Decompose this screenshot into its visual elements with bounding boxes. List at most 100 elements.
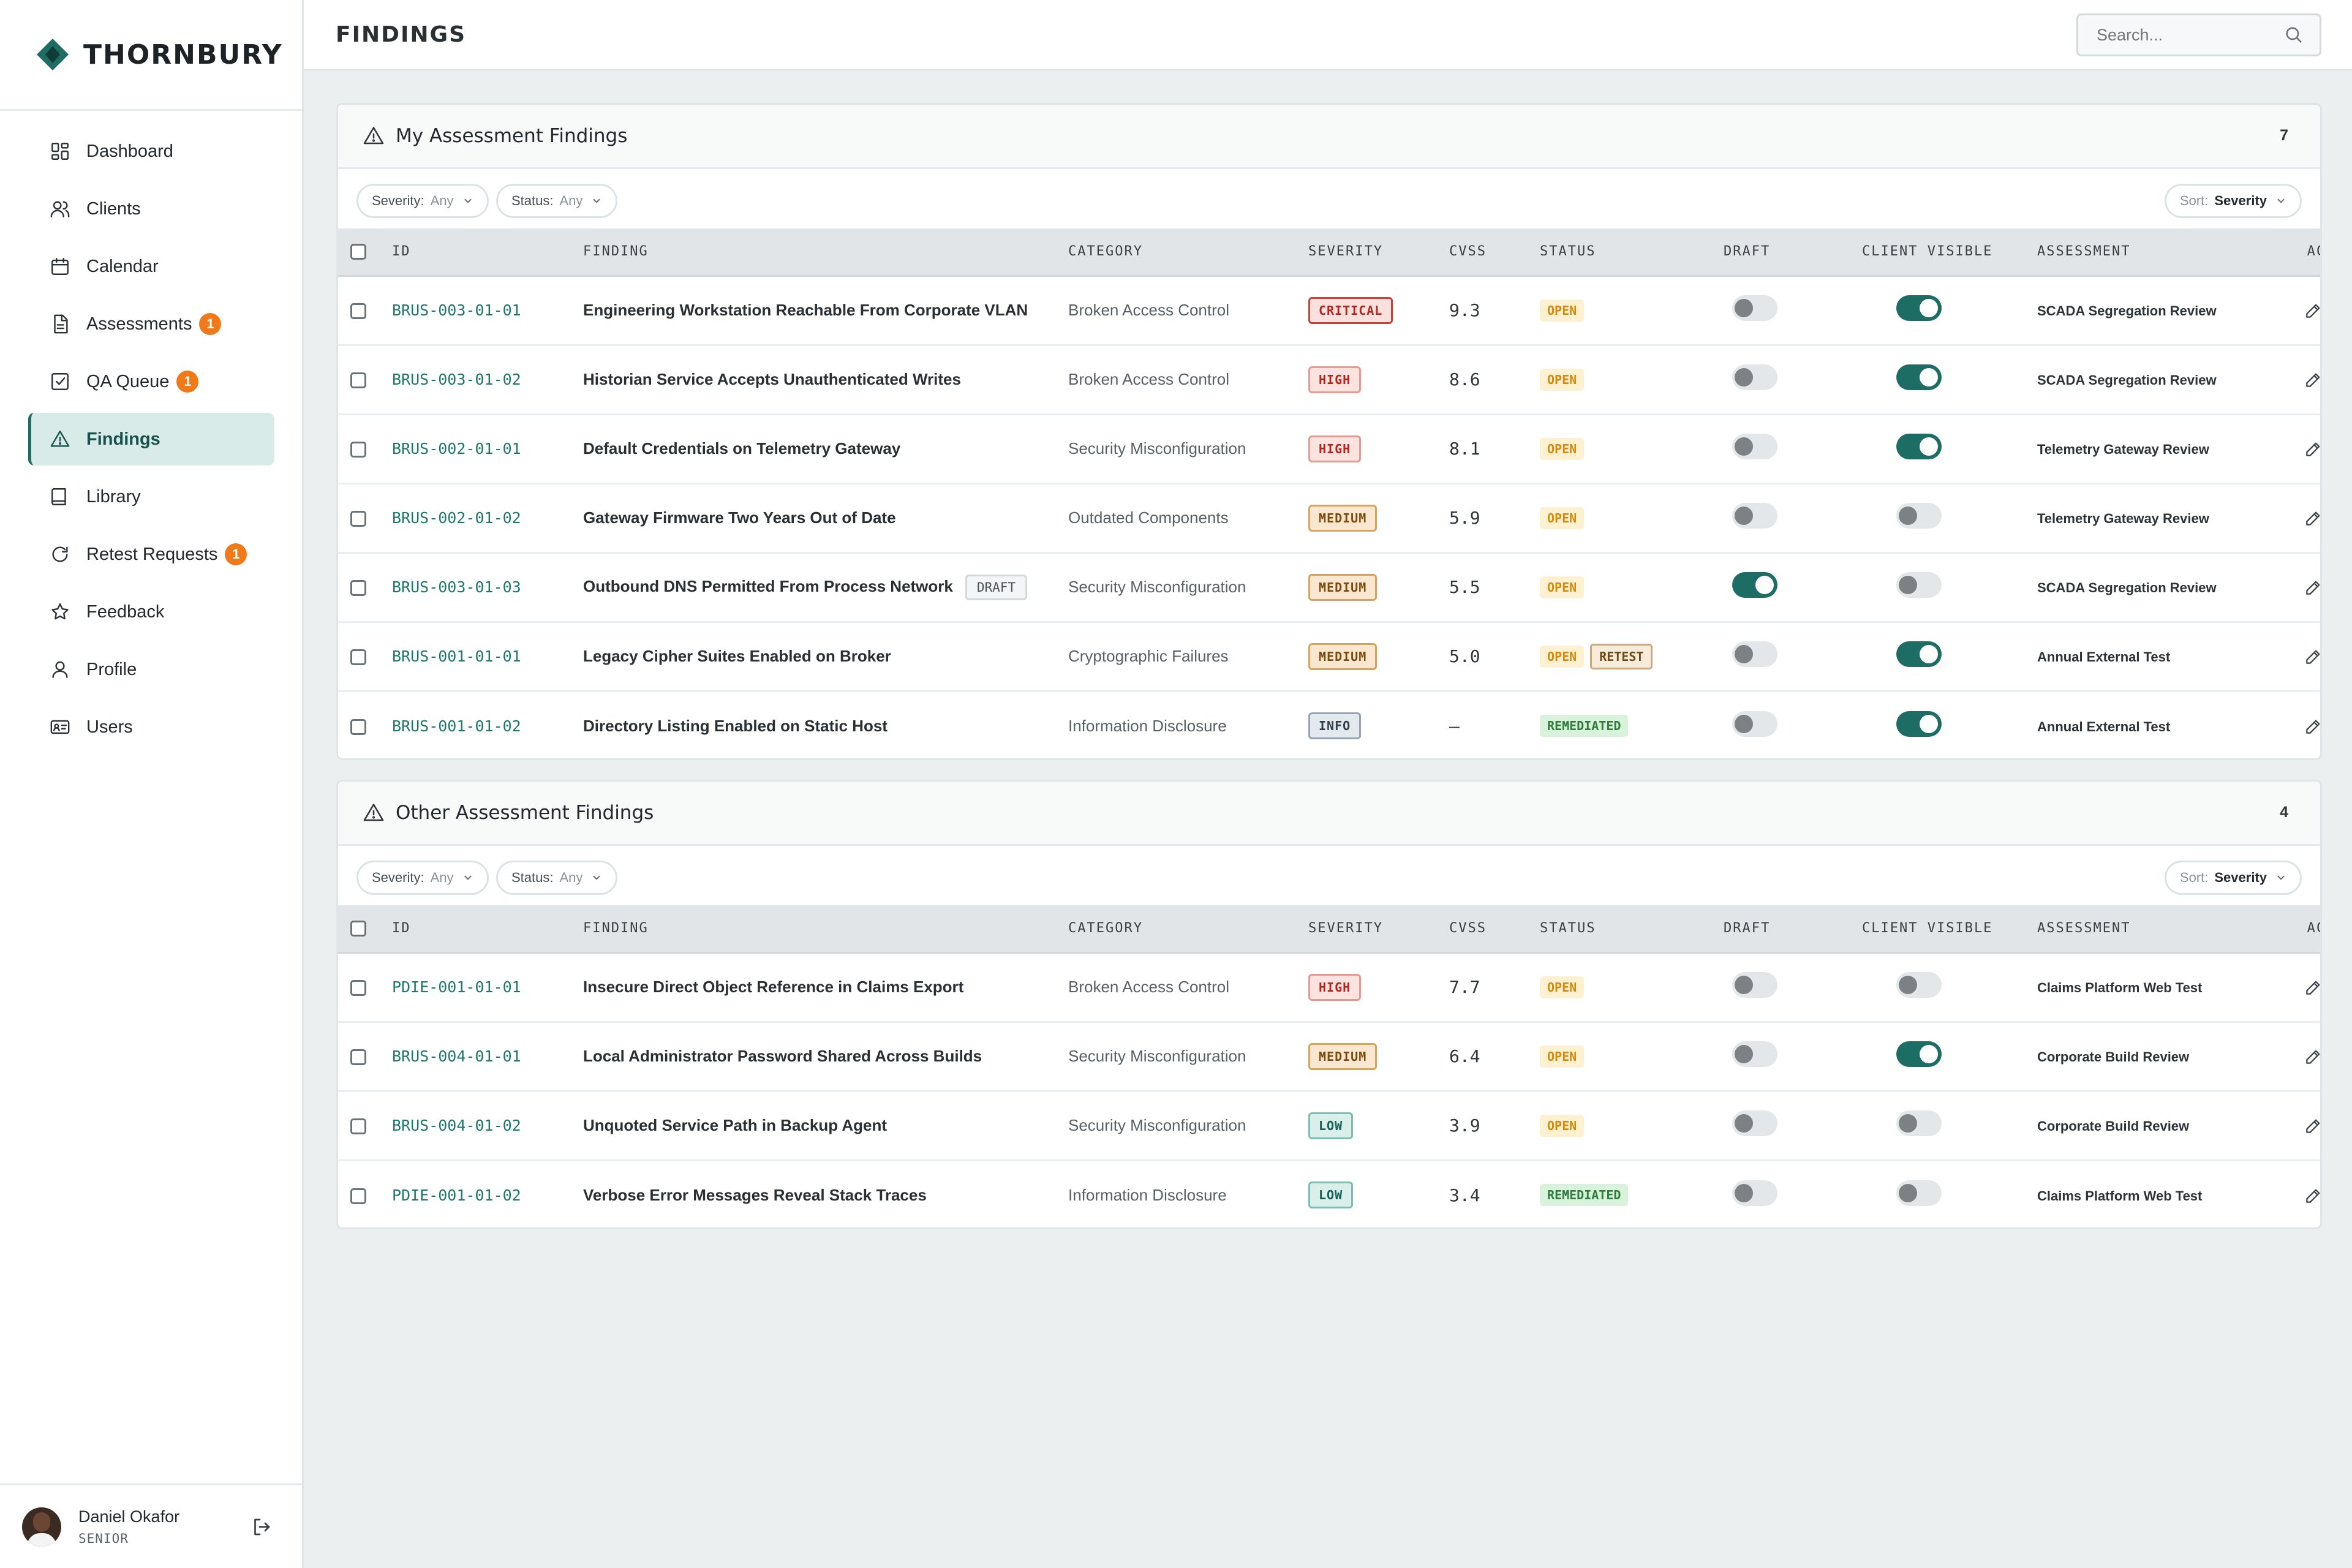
- column-header[interactable]: ID: [392, 905, 583, 954]
- column-header[interactable]: STATUS: [1540, 228, 1724, 277]
- assessment-name[interactable]: Annual External Test: [2037, 649, 2171, 665]
- finding-id-link[interactable]: BRUS-004-01-01: [392, 1047, 521, 1065]
- client-visible-toggle[interactable]: [1896, 434, 1942, 459]
- column-header[interactable]: CLIENT VISIBLE: [1862, 228, 2037, 277]
- search-icon[interactable]: [2283, 24, 2304, 45]
- column-header[interactable]: CVSS: [1449, 228, 1540, 277]
- draft-toggle[interactable]: [1732, 434, 1777, 459]
- finding-id-link[interactable]: PDIE-001-01-01: [392, 978, 521, 996]
- severity-filter[interactable]: Severity: Any: [356, 861, 489, 895]
- client-visible-toggle[interactable]: [1896, 364, 1942, 390]
- edit-icon[interactable]: [2304, 439, 2322, 459]
- finding-title[interactable]: Verbose Error Messages Reveal Stack Trac…: [583, 1185, 927, 1204]
- row-checkbox[interactable]: [350, 303, 366, 320]
- finding-id-link[interactable]: BRUS-002-01-02: [392, 509, 521, 527]
- avatar[interactable]: [22, 1507, 61, 1547]
- assessment-name[interactable]: Claims Platform Web Test: [2037, 1188, 2203, 1204]
- select-all-checkbox[interactable]: [350, 920, 366, 937]
- column-header[interactable]: ASSESSMENT: [2037, 228, 2294, 277]
- table-row[interactable]: BRUS-001-01-01 Legacy Cipher Suites Enabl…: [338, 622, 2320, 691]
- sidebar-item-library[interactable]: Library: [28, 470, 274, 523]
- assessment-name[interactable]: SCADA Segregation Review: [2037, 303, 2217, 318]
- draft-toggle[interactable]: [1732, 1041, 1777, 1067]
- client-visible-toggle[interactable]: [1896, 295, 1942, 321]
- edit-icon[interactable]: [2304, 1047, 2322, 1066]
- finding-title[interactable]: Engineering Workstation Reachable From C…: [583, 301, 1028, 319]
- status-filter[interactable]: Status: Any: [496, 184, 618, 218]
- finding-id-link[interactable]: BRUS-003-01-03: [392, 578, 521, 596]
- finding-id-link[interactable]: BRUS-003-01-02: [392, 371, 521, 388]
- sidebar-item-dashboard[interactable]: Dashboard: [28, 125, 274, 178]
- edit-icon[interactable]: [2304, 370, 2322, 390]
- column-header[interactable]: FINDING: [583, 228, 1068, 277]
- column-header[interactable]: CVSS: [1449, 905, 1540, 954]
- column-header[interactable]: CATEGORY: [1068, 905, 1308, 954]
- select-all-checkbox[interactable]: [350, 243, 366, 260]
- row-checkbox[interactable]: [350, 1049, 366, 1066]
- finding-title[interactable]: Outbound DNS Permitted From Process Netw…: [583, 576, 953, 595]
- row-checkbox[interactable]: [350, 718, 366, 735]
- table-row[interactable]: BRUS-001-01-02 Directory Listing Enabled …: [338, 691, 2322, 758]
- sidebar-item-findings[interactable]: Findings: [28, 413, 274, 466]
- edit-icon[interactable]: [2304, 1186, 2322, 1205]
- search-input[interactable]: [2076, 13, 2321, 56]
- row-checkbox[interactable]: [350, 1188, 366, 1204]
- sidebar-item-feedback[interactable]: Feedback: [28, 586, 274, 638]
- row-checkbox[interactable]: [350, 580, 366, 597]
- table-row[interactable]: BRUS-004-01-02 Unquoted Service Path in B…: [338, 1091, 2320, 1160]
- assessment-name[interactable]: Telemetry Gateway Review: [2037, 511, 2209, 526]
- assessment-name[interactable]: Telemetry Gateway Review: [2037, 442, 2209, 457]
- column-header[interactable]: CATEGORY: [1068, 228, 1308, 277]
- finding-id-link[interactable]: PDIE-001-01-02: [392, 1186, 521, 1204]
- draft-toggle[interactable]: [1732, 1180, 1777, 1206]
- row-checkbox[interactable]: [350, 442, 366, 458]
- draft-toggle[interactable]: [1732, 572, 1777, 598]
- sidebar-item-users[interactable]: Users: [28, 701, 274, 753]
- sidebar-item-clients[interactable]: Clients: [28, 183, 274, 235]
- edit-icon[interactable]: [2304, 717, 2322, 736]
- edit-icon[interactable]: [2304, 978, 2322, 997]
- severity-filter[interactable]: Severity: Any: [356, 184, 489, 218]
- brand[interactable]: THORNBURY: [0, 0, 302, 111]
- sort-select[interactable]: Sort: Severity: [2164, 861, 2302, 895]
- table-row[interactable]: BRUS-003-01-03 Outbound DNS Permitted Fro…: [338, 552, 2322, 622]
- row-checkbox[interactable]: [350, 511, 366, 527]
- client-visible-toggle[interactable]: [1896, 572, 1942, 598]
- column-header[interactable]: STATUS: [1540, 905, 1724, 954]
- assessment-name[interactable]: Corporate Build Review: [2037, 1118, 2190, 1134]
- assessment-name[interactable]: Corporate Build Review: [2037, 1049, 2190, 1065]
- edit-icon[interactable]: [2304, 301, 2322, 320]
- draft-toggle[interactable]: [1732, 295, 1777, 321]
- client-visible-toggle[interactable]: [1896, 1110, 1942, 1136]
- edit-icon[interactable]: [2304, 578, 2322, 597]
- finding-id-link[interactable]: BRUS-001-01-01: [392, 647, 521, 665]
- finding-title[interactable]: Local Administrator Password Shared Acro…: [583, 1047, 982, 1065]
- sidebar-item-qa-queue[interactable]: QA Queue 1: [28, 355, 274, 408]
- edit-icon[interactable]: [2304, 508, 2322, 528]
- logout-icon[interactable]: [251, 1516, 273, 1538]
- row-checkbox[interactable]: [350, 980, 366, 997]
- client-visible-toggle[interactable]: [1896, 710, 1942, 737]
- row-checkbox[interactable]: [350, 1118, 366, 1135]
- finding-id-link[interactable]: BRUS-002-01-01: [392, 440, 521, 458]
- column-header[interactable]: SEVERITY: [1308, 228, 1449, 277]
- column-header[interactable]: ASSESSMENT: [2037, 905, 2294, 954]
- client-visible-toggle[interactable]: [1896, 641, 1942, 667]
- finding-title[interactable]: Default Credentials on Telemetry Gateway: [583, 439, 901, 458]
- status-filter[interactable]: Status: Any: [496, 861, 618, 895]
- row-checkbox[interactable]: [350, 372, 366, 389]
- table-row[interactable]: BRUS-002-01-02 Gateway Firmware Two Years…: [338, 483, 2322, 552]
- sidebar-item-calendar[interactable]: Calendar: [28, 240, 274, 293]
- column-header[interactable]: DRAFT: [1724, 228, 1862, 277]
- finding-title[interactable]: Gateway Firmware Two Years Out of Date: [583, 508, 896, 527]
- table-row[interactable]: PDIE-001-01-02 Verbose Error Messages Rev…: [338, 1160, 2322, 1227]
- table-row[interactable]: BRUS-003-01-02 Historian Service Accepts …: [338, 345, 2322, 414]
- row-checkbox[interactable]: [350, 649, 366, 666]
- finding-title[interactable]: Insecure Direct Object Reference in Clai…: [583, 978, 964, 996]
- draft-toggle[interactable]: [1732, 503, 1777, 529]
- client-visible-toggle[interactable]: [1896, 1041, 1942, 1067]
- finding-id-link[interactable]: BRUS-003-01-01: [392, 301, 521, 319]
- sidebar-item-assessments[interactable]: Assessments 1: [28, 298, 274, 350]
- column-header[interactable]: FINDING: [583, 905, 1068, 954]
- column-header[interactable]: ID: [392, 228, 583, 277]
